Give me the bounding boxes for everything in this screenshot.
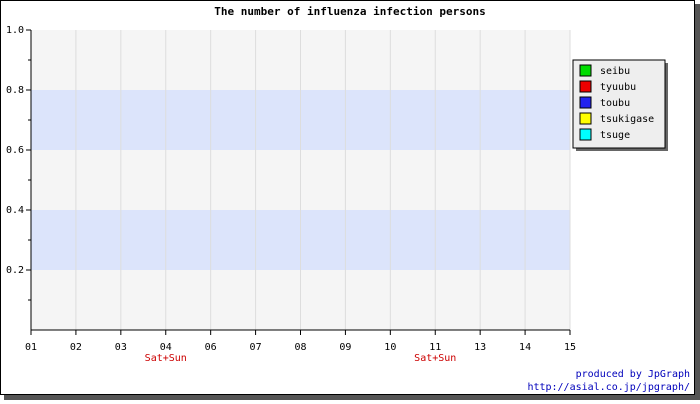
x-tick-label: 08 (294, 342, 306, 353)
x-tick-label: 06 (205, 342, 217, 353)
x-note-label: Sat+Sun (414, 353, 456, 364)
legend-label: tsuge (600, 130, 630, 141)
y-tick-label: 0.8 (6, 85, 24, 96)
legend-label: seibu (600, 66, 630, 77)
x-tick-label: 09 (339, 342, 351, 353)
x-tick-label: 03 (115, 342, 127, 353)
legend-swatch (579, 80, 592, 93)
legend-label: toubu (600, 98, 630, 109)
x-tick-label: 13 (474, 342, 486, 353)
footer-text: http://asial.co.jp/jpgraph/ (527, 382, 690, 393)
legend-label: tyuubu (600, 82, 636, 93)
legend-swatch (579, 96, 592, 109)
legend-swatch (579, 128, 592, 141)
footer-text: produced by JpGraph (576, 369, 690, 380)
x-tick-label: 01 (25, 342, 37, 353)
y-tick-label: 1.0 (6, 25, 24, 36)
legend-swatch (579, 112, 592, 125)
x-tick-label: 04 (160, 342, 172, 353)
x-note-label: Sat+Sun (145, 353, 187, 364)
x-tick-label: 10 (384, 342, 396, 353)
y-tick-label: 0.6 (6, 145, 24, 156)
x-tick-label: 02 (70, 342, 82, 353)
x-tick-label: 15 (564, 342, 576, 353)
x-tick-label: 14 (519, 342, 531, 353)
chart-title: The number of influenza infection person… (214, 5, 486, 18)
x-tick-label: 11 (429, 342, 441, 353)
legend-label: tsukigase (600, 114, 654, 125)
x-tick-label: 07 (250, 342, 262, 353)
y-tick-label: 0.4 (6, 205, 24, 216)
legend-swatch (579, 64, 592, 77)
y-tick-label: 0.2 (6, 265, 24, 276)
